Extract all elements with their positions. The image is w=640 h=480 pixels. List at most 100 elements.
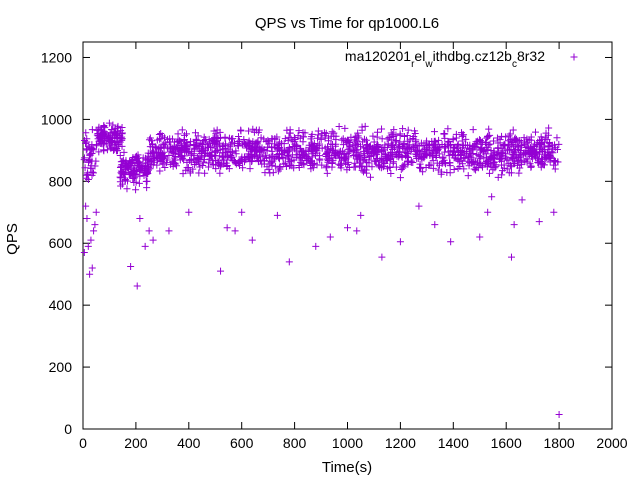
data-point xyxy=(309,142,317,150)
data-point xyxy=(440,130,448,138)
data-point xyxy=(248,157,256,165)
data-point xyxy=(261,169,269,177)
data-point xyxy=(446,159,454,167)
data-point xyxy=(328,128,336,136)
data-point xyxy=(175,144,183,152)
data-point xyxy=(522,144,530,152)
data-point xyxy=(288,151,296,159)
data-point xyxy=(87,236,95,244)
data-point xyxy=(295,127,303,135)
data-point xyxy=(430,128,438,136)
data-point xyxy=(530,150,538,158)
data-point xyxy=(353,227,361,235)
data-point xyxy=(82,202,90,210)
data-point xyxy=(485,125,493,133)
data-point xyxy=(409,135,417,143)
data-point xyxy=(415,147,423,155)
data-point xyxy=(212,165,220,173)
data-point xyxy=(135,165,143,173)
data-point xyxy=(363,169,371,177)
data-point xyxy=(462,135,470,143)
data-point xyxy=(132,186,140,194)
data-point xyxy=(384,140,392,148)
data-point xyxy=(545,124,553,132)
data-point xyxy=(91,162,99,170)
data-point xyxy=(286,126,294,134)
data-point xyxy=(118,133,126,141)
data-point xyxy=(452,134,460,142)
data-point xyxy=(501,141,509,149)
data-point xyxy=(86,144,94,152)
data-point xyxy=(143,184,151,192)
data-point xyxy=(332,136,340,144)
data-point xyxy=(375,147,383,155)
legend-marker xyxy=(570,53,578,61)
data-point xyxy=(271,162,279,170)
data-point xyxy=(510,149,518,157)
data-point xyxy=(387,170,395,178)
data-point xyxy=(351,163,359,171)
data-point xyxy=(91,221,99,229)
data-point xyxy=(255,151,263,159)
data-point xyxy=(360,144,368,152)
data-point xyxy=(216,141,224,149)
data-point xyxy=(82,129,90,137)
data-point xyxy=(429,142,437,150)
data-point xyxy=(112,129,120,137)
data-point xyxy=(431,221,439,229)
data-point xyxy=(97,133,105,141)
data-point xyxy=(366,173,374,181)
data-point xyxy=(141,242,149,250)
data-point xyxy=(248,236,256,244)
data-point xyxy=(136,172,144,180)
data-point xyxy=(449,136,457,144)
data-points xyxy=(80,119,563,418)
data-point xyxy=(236,157,244,165)
data-point xyxy=(484,208,492,216)
data-point xyxy=(223,224,231,232)
data-point xyxy=(247,145,255,153)
data-point xyxy=(115,140,123,148)
data-point xyxy=(240,135,248,143)
y-tick-label: 600 xyxy=(49,235,73,251)
data-point xyxy=(247,151,255,159)
data-point xyxy=(213,126,221,134)
data-point xyxy=(309,160,317,168)
legend: ma120201relwithdbg.cz12bc8r32 xyxy=(345,48,578,70)
data-point xyxy=(337,147,345,155)
legend-marker-plus xyxy=(570,53,578,61)
data-point xyxy=(328,163,336,171)
data-point xyxy=(360,152,368,160)
data-point xyxy=(119,156,127,164)
data-point xyxy=(378,125,386,133)
data-point xyxy=(503,155,511,163)
data-point xyxy=(378,253,386,261)
data-point xyxy=(340,141,348,149)
data-point xyxy=(335,123,343,131)
data-point xyxy=(154,155,162,163)
data-point xyxy=(502,133,510,141)
data-point xyxy=(146,150,154,158)
y-tick-label: 0 xyxy=(64,421,72,437)
data-point xyxy=(194,132,202,140)
data-point xyxy=(486,140,494,148)
data-point xyxy=(123,185,131,193)
data-point xyxy=(344,138,352,146)
data-point xyxy=(188,147,196,155)
data-point xyxy=(120,148,128,156)
data-point xyxy=(154,145,162,153)
data-point xyxy=(354,149,362,157)
data-point xyxy=(485,141,493,149)
data-point xyxy=(444,140,452,148)
data-point xyxy=(484,132,492,140)
data-point xyxy=(243,144,251,152)
data-point xyxy=(315,152,323,160)
data-point xyxy=(308,130,316,138)
x-tick-label: 1000 xyxy=(332,435,363,451)
data-point xyxy=(301,129,309,137)
data-point xyxy=(396,148,404,156)
data-point xyxy=(217,162,225,170)
data-point xyxy=(361,122,369,130)
data-point xyxy=(195,169,203,177)
data-point xyxy=(456,151,464,159)
